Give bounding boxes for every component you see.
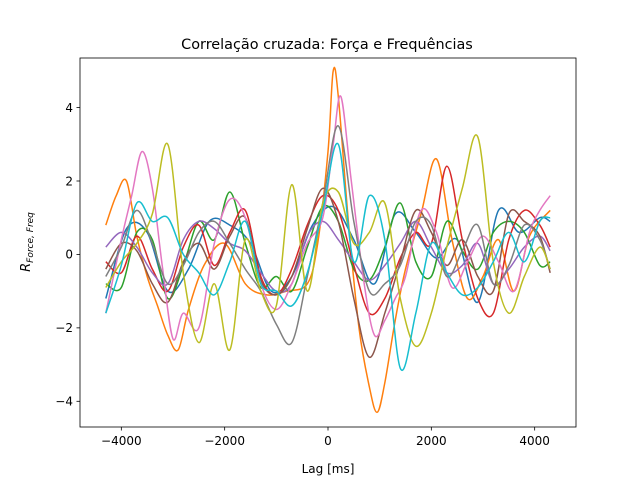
series-line-4 xyxy=(105,165,551,318)
series-line-2 xyxy=(105,66,551,414)
series-line-8 xyxy=(105,125,551,346)
y-axis: −4 −2 0 2 4 xyxy=(55,101,80,409)
y-tick-label: 4 xyxy=(65,101,73,115)
y-tick-label: 0 xyxy=(65,248,73,262)
x-axis: −4000 −2000 0 2000 4000 xyxy=(101,427,550,448)
series-line-10 xyxy=(105,142,551,372)
series-line-7 xyxy=(105,95,551,341)
series-line-5 xyxy=(105,220,551,293)
y-axis-label-main: R xyxy=(19,263,34,272)
x-tick-label: 2000 xyxy=(416,434,447,448)
series-line-6 xyxy=(105,187,551,358)
x-tick-label: 4000 xyxy=(519,434,550,448)
x-tick-label: 0 xyxy=(324,434,332,448)
chart-title: Correlação cruzada: Força e Frequências xyxy=(181,37,473,53)
y-tick-label: −2 xyxy=(55,321,73,335)
x-axis-label: Lag [ms] xyxy=(302,462,355,476)
y-tick-label: −4 xyxy=(55,395,73,409)
y-axis-label: RForce, Freq xyxy=(19,212,36,272)
x-tick-label: −2000 xyxy=(204,434,245,448)
y-tick-label: 2 xyxy=(65,174,73,188)
series-layer xyxy=(105,66,551,414)
y-axis-label-sub: Force, Freq xyxy=(26,212,36,263)
x-tick-label: −4000 xyxy=(101,434,142,448)
series-line-9 xyxy=(105,134,551,351)
